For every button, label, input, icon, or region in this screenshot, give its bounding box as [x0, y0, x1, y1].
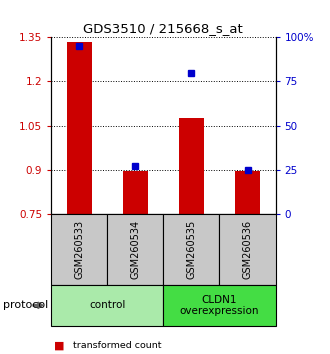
Text: CLDN1
overexpression: CLDN1 overexpression [180, 295, 259, 316]
Text: GSM260536: GSM260536 [243, 220, 252, 279]
Text: control: control [89, 300, 125, 310]
Text: ■: ■ [54, 340, 65, 350]
Bar [179, 118, 204, 214]
Text: GSM260535: GSM260535 [186, 220, 196, 279]
Bar [123, 171, 148, 214]
Text: protocol: protocol [3, 300, 49, 310]
Bar [235, 171, 260, 214]
Bar [67, 42, 92, 214]
Title: GDS3510 / 215668_s_at: GDS3510 / 215668_s_at [83, 22, 243, 35]
Text: GSM260534: GSM260534 [130, 220, 140, 279]
Text: GSM260533: GSM260533 [74, 220, 84, 279]
Text: transformed count: transformed count [73, 341, 161, 350]
